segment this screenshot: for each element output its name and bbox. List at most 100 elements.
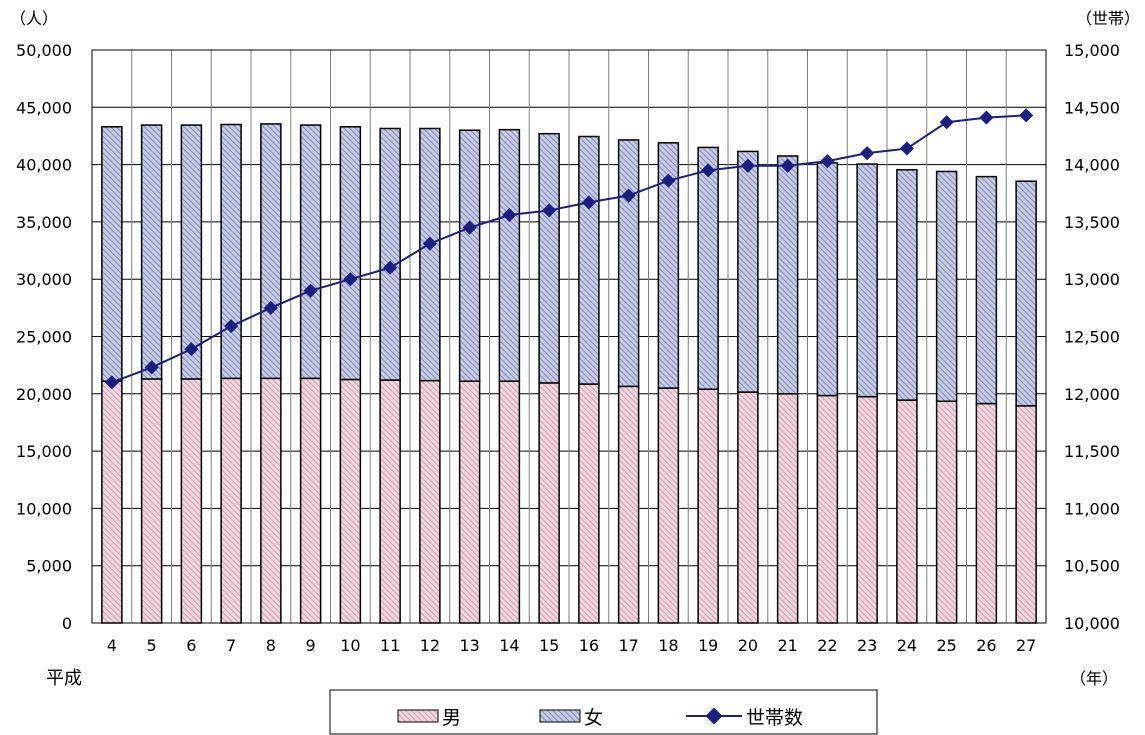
x-tick-label: 7 <box>226 636 236 655</box>
legend-male-label: 男 <box>442 707 461 729</box>
household-point <box>184 342 199 357</box>
bar-male <box>260 377 282 624</box>
bar-female <box>617 139 640 388</box>
bar-female <box>339 126 362 381</box>
household-point <box>144 360 159 375</box>
right-axis-ticks: 10,000 10,500 11,000 11,500 12,000 12,500 13,0… <box>1064 41 1120 633</box>
household-point <box>701 163 716 178</box>
bar-female <box>101 126 123 382</box>
left-tick-label: 50,000 <box>16 41 72 60</box>
right-tick-label: 14,000 <box>1064 156 1120 175</box>
left-axis-unit: （人） <box>10 9 58 28</box>
legend-household-label: 世帯数 <box>746 707 803 729</box>
bar-male <box>657 387 680 624</box>
bar-female <box>578 135 600 385</box>
bar-female <box>260 123 282 380</box>
household-point <box>860 146 875 161</box>
bar-male <box>697 388 719 624</box>
right-tick-label: 14,500 <box>1064 98 1120 117</box>
legend: 男 女 世帯数 <box>329 689 878 735</box>
household-point <box>462 220 477 235</box>
bar-male <box>220 377 242 624</box>
right-tick-label: 13,000 <box>1064 270 1120 289</box>
household-point <box>263 300 278 315</box>
left-tick-label: 10,000 <box>16 499 72 518</box>
left-axis-ticks: 0 5,000 10,000 15,000 20,000 25,000 30,000 35,0… <box>16 41 72 633</box>
grid <box>92 50 1046 623</box>
x-axis-ticks: 4 5 6 7 8 9 10 11 12 13 14 15 16 17 18 19 20 21 22 23 24 25 26… <box>107 636 1037 655</box>
bar-female <box>697 146 719 390</box>
bar-female <box>935 170 958 402</box>
x-tick-label: 15 <box>539 636 559 655</box>
bar-female <box>896 169 918 401</box>
bar-male <box>180 378 203 624</box>
bar-male <box>816 394 839 624</box>
x-tick-label: 5 <box>147 636 157 655</box>
x-tick-label: 21 <box>777 636 797 655</box>
bar-male <box>578 383 600 624</box>
bar-female <box>856 163 878 398</box>
x-tick-label: 12 <box>420 636 440 655</box>
household-point <box>740 158 755 173</box>
right-tick-label: 15,000 <box>1064 41 1120 60</box>
right-tick-label: 12,500 <box>1064 328 1120 347</box>
bar-male <box>339 378 362 624</box>
bar-male <box>458 380 481 624</box>
bar-male <box>299 377 322 624</box>
bar-female <box>220 123 242 380</box>
bar-female <box>180 124 203 380</box>
bar-male <box>737 391 759 624</box>
household-point <box>343 272 358 287</box>
bar-male <box>896 399 918 624</box>
legend-female-swatch <box>539 709 581 723</box>
right-tick-label: 13,500 <box>1064 213 1120 232</box>
x-tick-label: 11 <box>380 636 400 655</box>
x-tick-label: 10 <box>340 636 360 655</box>
household-point <box>780 158 795 173</box>
right-tick-label: 10,000 <box>1064 614 1120 633</box>
bar-male <box>379 379 401 624</box>
bar-male <box>776 393 799 624</box>
household-point <box>224 319 239 334</box>
bar-male <box>975 402 998 624</box>
household-point <box>542 203 557 218</box>
household-point <box>939 115 954 130</box>
bar-female <box>816 162 839 397</box>
bar-male <box>140 378 163 624</box>
household-point <box>979 110 994 125</box>
left-tick-label: 35,000 <box>16 213 72 232</box>
right-tick-label: 11,500 <box>1064 442 1120 461</box>
bars <box>101 123 1037 624</box>
left-tick-label: 0 <box>62 614 72 633</box>
household-point <box>104 375 119 390</box>
x-tick-label: 9 <box>306 636 316 655</box>
left-tick-label: 40,000 <box>16 156 72 175</box>
household-point <box>661 173 676 188</box>
household-line <box>104 108 1034 390</box>
left-tick-label: 30,000 <box>16 270 72 289</box>
left-tick-label: 5,000 <box>26 557 72 576</box>
x-tick-label: 24 <box>897 636 917 655</box>
left-tick-label: 15,000 <box>16 442 72 461</box>
x-tick-label: 20 <box>738 636 758 655</box>
household-point <box>1019 108 1034 123</box>
left-tick-label: 20,000 <box>16 385 72 404</box>
x-tick-label: 8 <box>266 636 276 655</box>
bar-male <box>1015 405 1037 624</box>
household-point <box>502 207 517 223</box>
x-tick-label: 26 <box>976 636 996 655</box>
x-tick-label: 23 <box>857 636 877 655</box>
household-point <box>422 236 437 251</box>
bar-female <box>299 124 322 380</box>
bar-female <box>975 175 998 405</box>
x-tick-label: 17 <box>618 636 638 655</box>
household-point <box>899 141 914 156</box>
right-tick-label: 10,500 <box>1064 557 1120 576</box>
x-tick-label: 14 <box>499 636 519 655</box>
bar-female <box>1015 180 1037 407</box>
legend-diamond-icon <box>705 707 723 725</box>
plot-area <box>91 49 1047 624</box>
bar-female <box>776 155 799 395</box>
right-tick-label: 11,000 <box>1064 499 1120 518</box>
